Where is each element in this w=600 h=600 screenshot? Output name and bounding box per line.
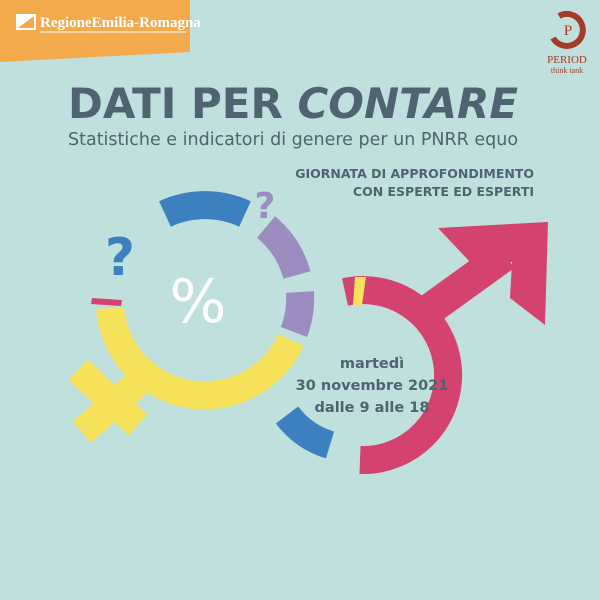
magenta-mark bbox=[91, 298, 122, 306]
percent: % bbox=[169, 267, 226, 337]
date-time: dalle 9 alle 18 bbox=[315, 400, 430, 416]
period-name: PERIOD bbox=[547, 54, 587, 66]
period-initial: P bbox=[564, 23, 572, 39]
region-logo: RegioneEmilia-Romagna bbox=[40, 15, 201, 31]
period-tagline: think tank bbox=[551, 66, 583, 75]
title: DATI PER CONTARE bbox=[68, 79, 518, 128]
region-banner bbox=[0, 0, 190, 62]
question-mark: ? bbox=[255, 186, 276, 227]
subtitle: Statistiche e indicatori di genere per u… bbox=[68, 130, 518, 150]
date-day: martedì bbox=[340, 356, 404, 372]
purple-arc bbox=[256, 216, 311, 280]
yellow-arc bbox=[96, 306, 304, 410]
male-shaft bbox=[405, 242, 515, 333]
yellow-mark bbox=[353, 277, 366, 305]
title-part2: CONTARE bbox=[297, 79, 518, 128]
event-line: GIORNATA DI APPROFONDIMENTO bbox=[295, 166, 534, 181]
region-icon-detail bbox=[18, 16, 34, 28]
period-ring bbox=[550, 11, 586, 49]
purple-arc bbox=[280, 291, 315, 337]
title-part1: DATI PER bbox=[68, 79, 283, 128]
magenta-arc bbox=[342, 276, 463, 475]
male-arrowhead bbox=[438, 222, 548, 325]
female-crossbar bbox=[68, 359, 148, 436]
date-date: 30 novembre 2021 bbox=[296, 378, 449, 394]
blue-arc bbox=[159, 191, 251, 227]
blue-arc-bottom bbox=[275, 406, 335, 459]
event-line: CON ESPERTE ED ESPERTI bbox=[353, 184, 534, 199]
question-mark: ? bbox=[105, 228, 135, 288]
